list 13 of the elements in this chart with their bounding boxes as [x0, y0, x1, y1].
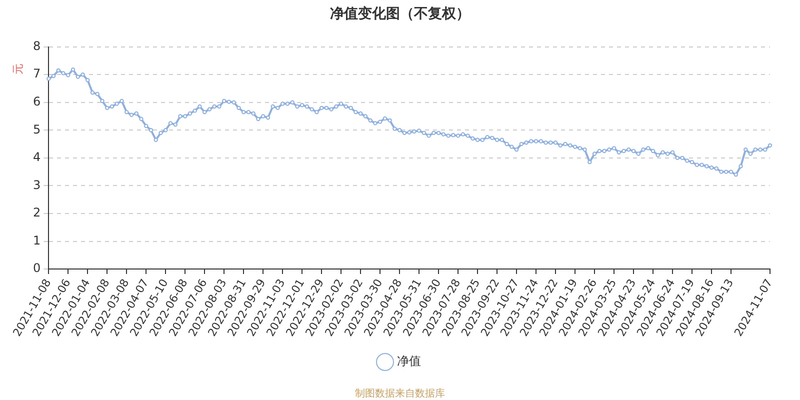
y-tick-label: 6 [32, 94, 41, 108]
chart-title: 净值变化图（不复权） [330, 5, 470, 22]
y-tick-label: 7 [32, 66, 41, 81]
y-tick-label: 4 [32, 150, 41, 164]
y-axis-title: 元 [11, 63, 24, 74]
y-tick-label: 1 [32, 233, 41, 248]
legend-label: 净值 [397, 354, 421, 368]
y-tick-label: 5 [32, 122, 41, 136]
y-tick-label: 0 [32, 261, 41, 276]
y-tick-label: 2 [32, 206, 41, 220]
text: 制图数据来自数据库 [355, 388, 445, 400]
y-tick-label: 3 [32, 178, 41, 192]
y-tick-label: 8 [32, 38, 41, 53]
